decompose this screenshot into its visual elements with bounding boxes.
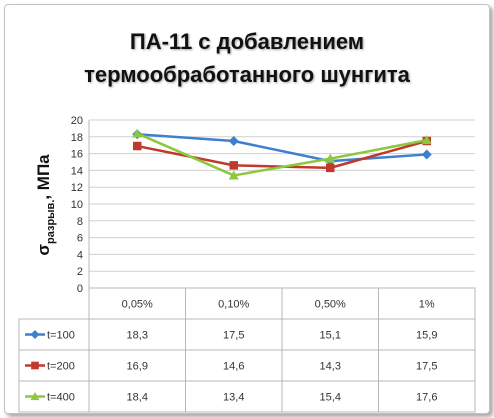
x-category-label: 0,05%: [122, 299, 153, 311]
y-axis-label-symbol: σ: [34, 244, 53, 256]
table-cell-value: 15,9: [416, 330, 437, 342]
table-cell-value: 15,4: [320, 392, 341, 404]
data-point-t=400: [228, 170, 239, 180]
y-tick-label: 20: [71, 115, 83, 127]
data-point-t=200: [229, 161, 238, 170]
data-point-t=400: [325, 153, 336, 163]
data-table: 0,05% 0,10% 0,50% 1% t=100 18,3 17,5 15,1 15,9 t=…: [18, 287, 476, 413]
data-point-t=100: [228, 136, 239, 146]
data-point-t=100: [421, 149, 432, 160]
series-line-t=100: [137, 133, 427, 163]
table-cell-value: 16,9: [127, 361, 148, 373]
data-point-t=200: [326, 163, 335, 173]
x-category-label: 0,50%: [315, 299, 346, 311]
series-lines: [132, 128, 432, 180]
table-cell-value: 15,1: [320, 330, 341, 342]
table-cell-value: 14,3: [320, 361, 341, 373]
legend-label: t=200: [47, 361, 75, 373]
y-tick-label: 0: [77, 283, 83, 295]
table-cell-value: 13,4: [223, 392, 244, 404]
y-tick-label: 18: [71, 132, 83, 144]
y-tick-labels: 0 2 4 6 8 10 12 14 16 18 20: [71, 115, 83, 295]
chart-title-line2: термообработанного шунгита: [84, 62, 410, 87]
table-cell-value: 17,6: [416, 392, 437, 404]
y-tick-label: 10: [71, 199, 83, 211]
y-tick-label: 8: [77, 216, 83, 228]
y-tick-label: 16: [71, 149, 83, 161]
y-tick-label: 2: [77, 266, 83, 278]
data-point-t=400: [421, 135, 432, 145]
legend-label: t=400: [47, 392, 75, 404]
gridlines: [88, 119, 475, 289]
y-tick-label: 14: [71, 165, 83, 177]
y-tick-label: 6: [77, 233, 83, 245]
x-category-label: 0,10%: [218, 299, 249, 311]
legend-marker-t=100: [30, 330, 40, 339]
chart-svg: 0 2 4 6 8 10 12 14 16 18 20 0,05% 0,10% 0,50% 1% t=100…: [18, 115, 476, 413]
legend-marker-t=200: [31, 361, 39, 370]
y-tick-label: 4: [77, 249, 83, 261]
chart-title-line1: ПА-11 с добавлением: [129, 29, 365, 54]
y-axis-label: σразрыв., МПа: [34, 154, 57, 256]
table-cell-value: 17,5: [416, 361, 437, 373]
chart-title: ПА-11 с добавлением термообработанного ш…: [5, 25, 489, 91]
y-axis-label-unit: , МПа: [34, 154, 53, 200]
legend-marker-t=400: [30, 392, 40, 401]
x-category-label: 1%: [419, 299, 435, 311]
legend-label: t=100: [47, 330, 75, 342]
y-axis-label-subscript: разрыв.: [45, 200, 57, 244]
data-point-t=200: [133, 141, 142, 151]
table-cell-value: 18,4: [127, 392, 148, 404]
y-tick-label: 12: [71, 182, 83, 194]
table-cell-value: 17,5: [223, 330, 244, 342]
series-line-t=200: [137, 139, 428, 170]
chart-frame: ПА-11 с добавлением термообработанного ш…: [4, 4, 490, 414]
table-cell-value: 18,3: [127, 330, 148, 342]
table-cell-value: 14,6: [223, 361, 244, 373]
series-line-t=400: [136, 132, 427, 177]
data-point-t=400: [132, 128, 143, 138]
